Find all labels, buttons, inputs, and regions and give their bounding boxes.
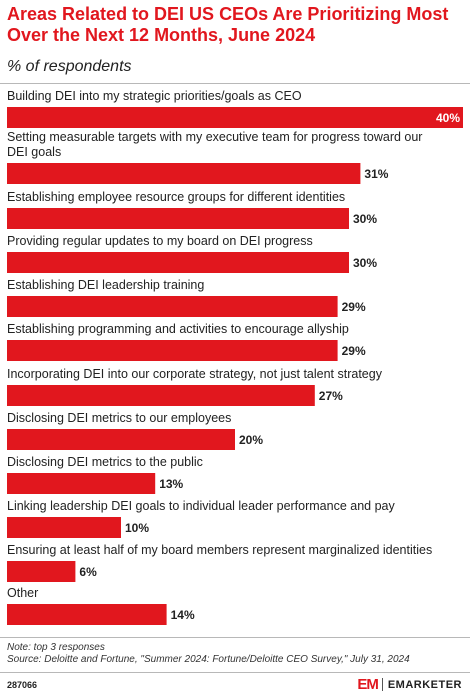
bar [7, 107, 463, 128]
top-divider [0, 83, 470, 84]
bar [7, 296, 338, 317]
value-label: 30% [353, 256, 377, 270]
value-label: 20% [239, 433, 263, 447]
bottom-divider [0, 637, 470, 638]
bar [7, 252, 349, 273]
category-label: Building DEI into my strategic prioritie… [7, 89, 302, 103]
category-label: Providing regular updates to my board on… [7, 234, 313, 248]
value-label: 14% [171, 608, 195, 622]
category-label: Ensuring at least half of my board membe… [7, 543, 432, 557]
category-label: Establishing programming and activities … [7, 322, 349, 336]
category-label: Incorporating DEI into our corporate str… [7, 367, 383, 381]
bar [7, 517, 121, 538]
value-label: 29% [342, 344, 366, 358]
bar [7, 604, 167, 625]
value-label: 6% [79, 565, 97, 579]
value-label: 27% [319, 389, 343, 403]
brand-name: EMARKETER [387, 678, 462, 691]
source-text: Source: Deloitte and Fortune, "Summer 20… [7, 654, 410, 665]
chart-title: Areas Related to DEI US CEOs Are Priorit… [7, 4, 449, 45]
value-label: 13% [159, 477, 183, 491]
bar [7, 340, 338, 361]
value-label: 10% [125, 521, 149, 535]
bar [7, 163, 361, 184]
value-label: 40% [436, 111, 460, 125]
category-label: Establishing DEI leadership training [7, 278, 204, 292]
bar [7, 208, 349, 229]
category-label: Disclosing DEI metrics to the public [7, 455, 203, 469]
category-label: Other [7, 586, 38, 600]
category-label: Disclosing DEI metrics to our employees [7, 411, 231, 425]
category-label: Setting measurable targets with my execu… [7, 130, 422, 159]
category-label: Establishing employee resource groups fo… [7, 190, 345, 204]
bar [7, 561, 76, 582]
chart-subtitle: % of respondents [7, 58, 132, 75]
chart-id: 287066 [7, 680, 38, 690]
bar [7, 429, 235, 450]
bar [7, 385, 315, 406]
footer-divider [0, 672, 470, 673]
value-label: 31% [364, 167, 388, 181]
value-label: 29% [342, 300, 366, 314]
chart-notes: Note: top 3 responses Source: Deloitte a… [7, 642, 410, 666]
value-label: 30% [353, 212, 377, 226]
note-text: Note: top 3 responses [7, 642, 105, 653]
bar [7, 473, 156, 494]
emarketer-logo: EM EMARKETER [357, 676, 462, 693]
brand-separator [381, 678, 383, 691]
category-label: Linking leadership DEI goals to individu… [7, 499, 395, 513]
brand-mark: EM [357, 676, 378, 693]
